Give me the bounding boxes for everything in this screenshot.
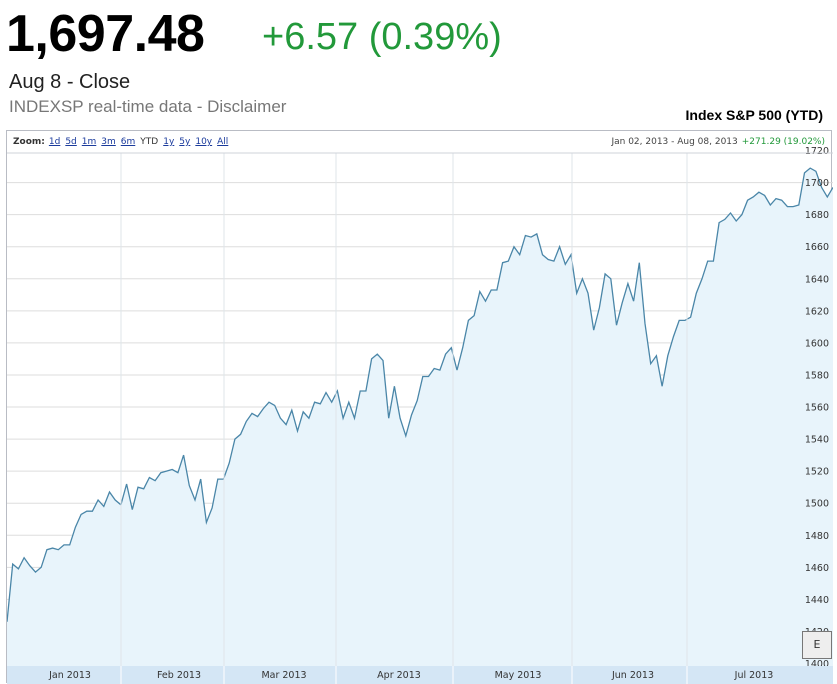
price-chart: 1400142014401460148015001520154015601580… [7, 146, 833, 684]
zoom-option-6m[interactable]: 6m [120, 137, 136, 147]
index-price: 1,697.48 [6, 5, 205, 63]
range-change: +271.29 (19.02%) [741, 137, 825, 147]
expand-button[interactable]: E [802, 631, 832, 659]
close-label: Aug 8 - Close [9, 71, 131, 93]
date-range: Jan 02, 2013 - Aug 08, 2013 +271.29 (19.0… [611, 137, 825, 147]
y-tick-label: 1460 [805, 563, 829, 574]
x-tick-label: Jan 2013 [48, 670, 91, 681]
y-tick-label: 1540 [805, 435, 829, 446]
date-range-text: Jan 02, 2013 - Aug 08, 2013 [611, 137, 738, 147]
zoom-option-5d[interactable]: 5d [65, 137, 77, 147]
chart-frame: 1400142014401460148015001520154015601580… [6, 130, 833, 684]
y-tick-label: 1480 [805, 531, 829, 542]
zoom-option-1m[interactable]: 1m [81, 137, 97, 147]
y-tick-label: 1680 [805, 210, 829, 221]
y-tick-label: 1600 [805, 338, 829, 349]
y-tick-label: 1520 [805, 467, 829, 478]
y-tick-label: 1500 [805, 499, 829, 510]
y-tick-label: 1640 [805, 274, 829, 285]
x-tick-label: Mar 2013 [261, 670, 306, 681]
x-tick-label: Jul 2013 [734, 670, 774, 681]
x-tick-label: Jun 2013 [611, 670, 654, 681]
zoom-option-5y[interactable]: 5y [179, 137, 191, 147]
series-area [7, 168, 833, 666]
x-axis-band [7, 666, 833, 684]
zoom-option-1d[interactable]: 1d [48, 137, 61, 147]
y-tick-label: 1660 [805, 242, 829, 253]
y-tick-label: 1700 [805, 178, 829, 189]
y-tick-label: 1720 [805, 146, 829, 157]
y-tick-label: 1620 [805, 306, 829, 317]
y-tick-label: 1400 [805, 659, 829, 670]
chart-title: Index S&P 500 (YTD) [685, 107, 823, 123]
series-line [7, 167, 833, 622]
y-tick-label: 1560 [805, 403, 829, 414]
zoom-option-ytd[interactable]: YTD [140, 137, 159, 147]
zoom-option-all[interactable]: All [217, 137, 229, 147]
chart-toolbar: Zoom: 1d 5d 1m 3m 6m YTD 1y 5y 10y All Jan 02, 201… [7, 131, 831, 153]
x-tick-label: Feb 2013 [157, 670, 201, 681]
x-tick-label: May 2013 [495, 670, 542, 681]
data-source-label: INDEXSP real-time data - Disclaimer [9, 97, 287, 116]
y-tick-label: 1440 [805, 595, 829, 606]
price-change: +6.57 (0.39%) [262, 16, 502, 58]
y-tick-label: 1580 [805, 370, 829, 381]
x-tick-label: Apr 2013 [377, 670, 421, 681]
zoom-option-10y[interactable]: 10y [195, 137, 213, 147]
zoom-controls: Zoom: 1d 5d 1m 3m 6m YTD 1y 5y 10y All [13, 137, 233, 147]
zoom-label: Zoom: [13, 137, 45, 147]
zoom-option-3m[interactable]: 3m [101, 137, 116, 147]
zoom-option-1y[interactable]: 1y [163, 137, 175, 147]
